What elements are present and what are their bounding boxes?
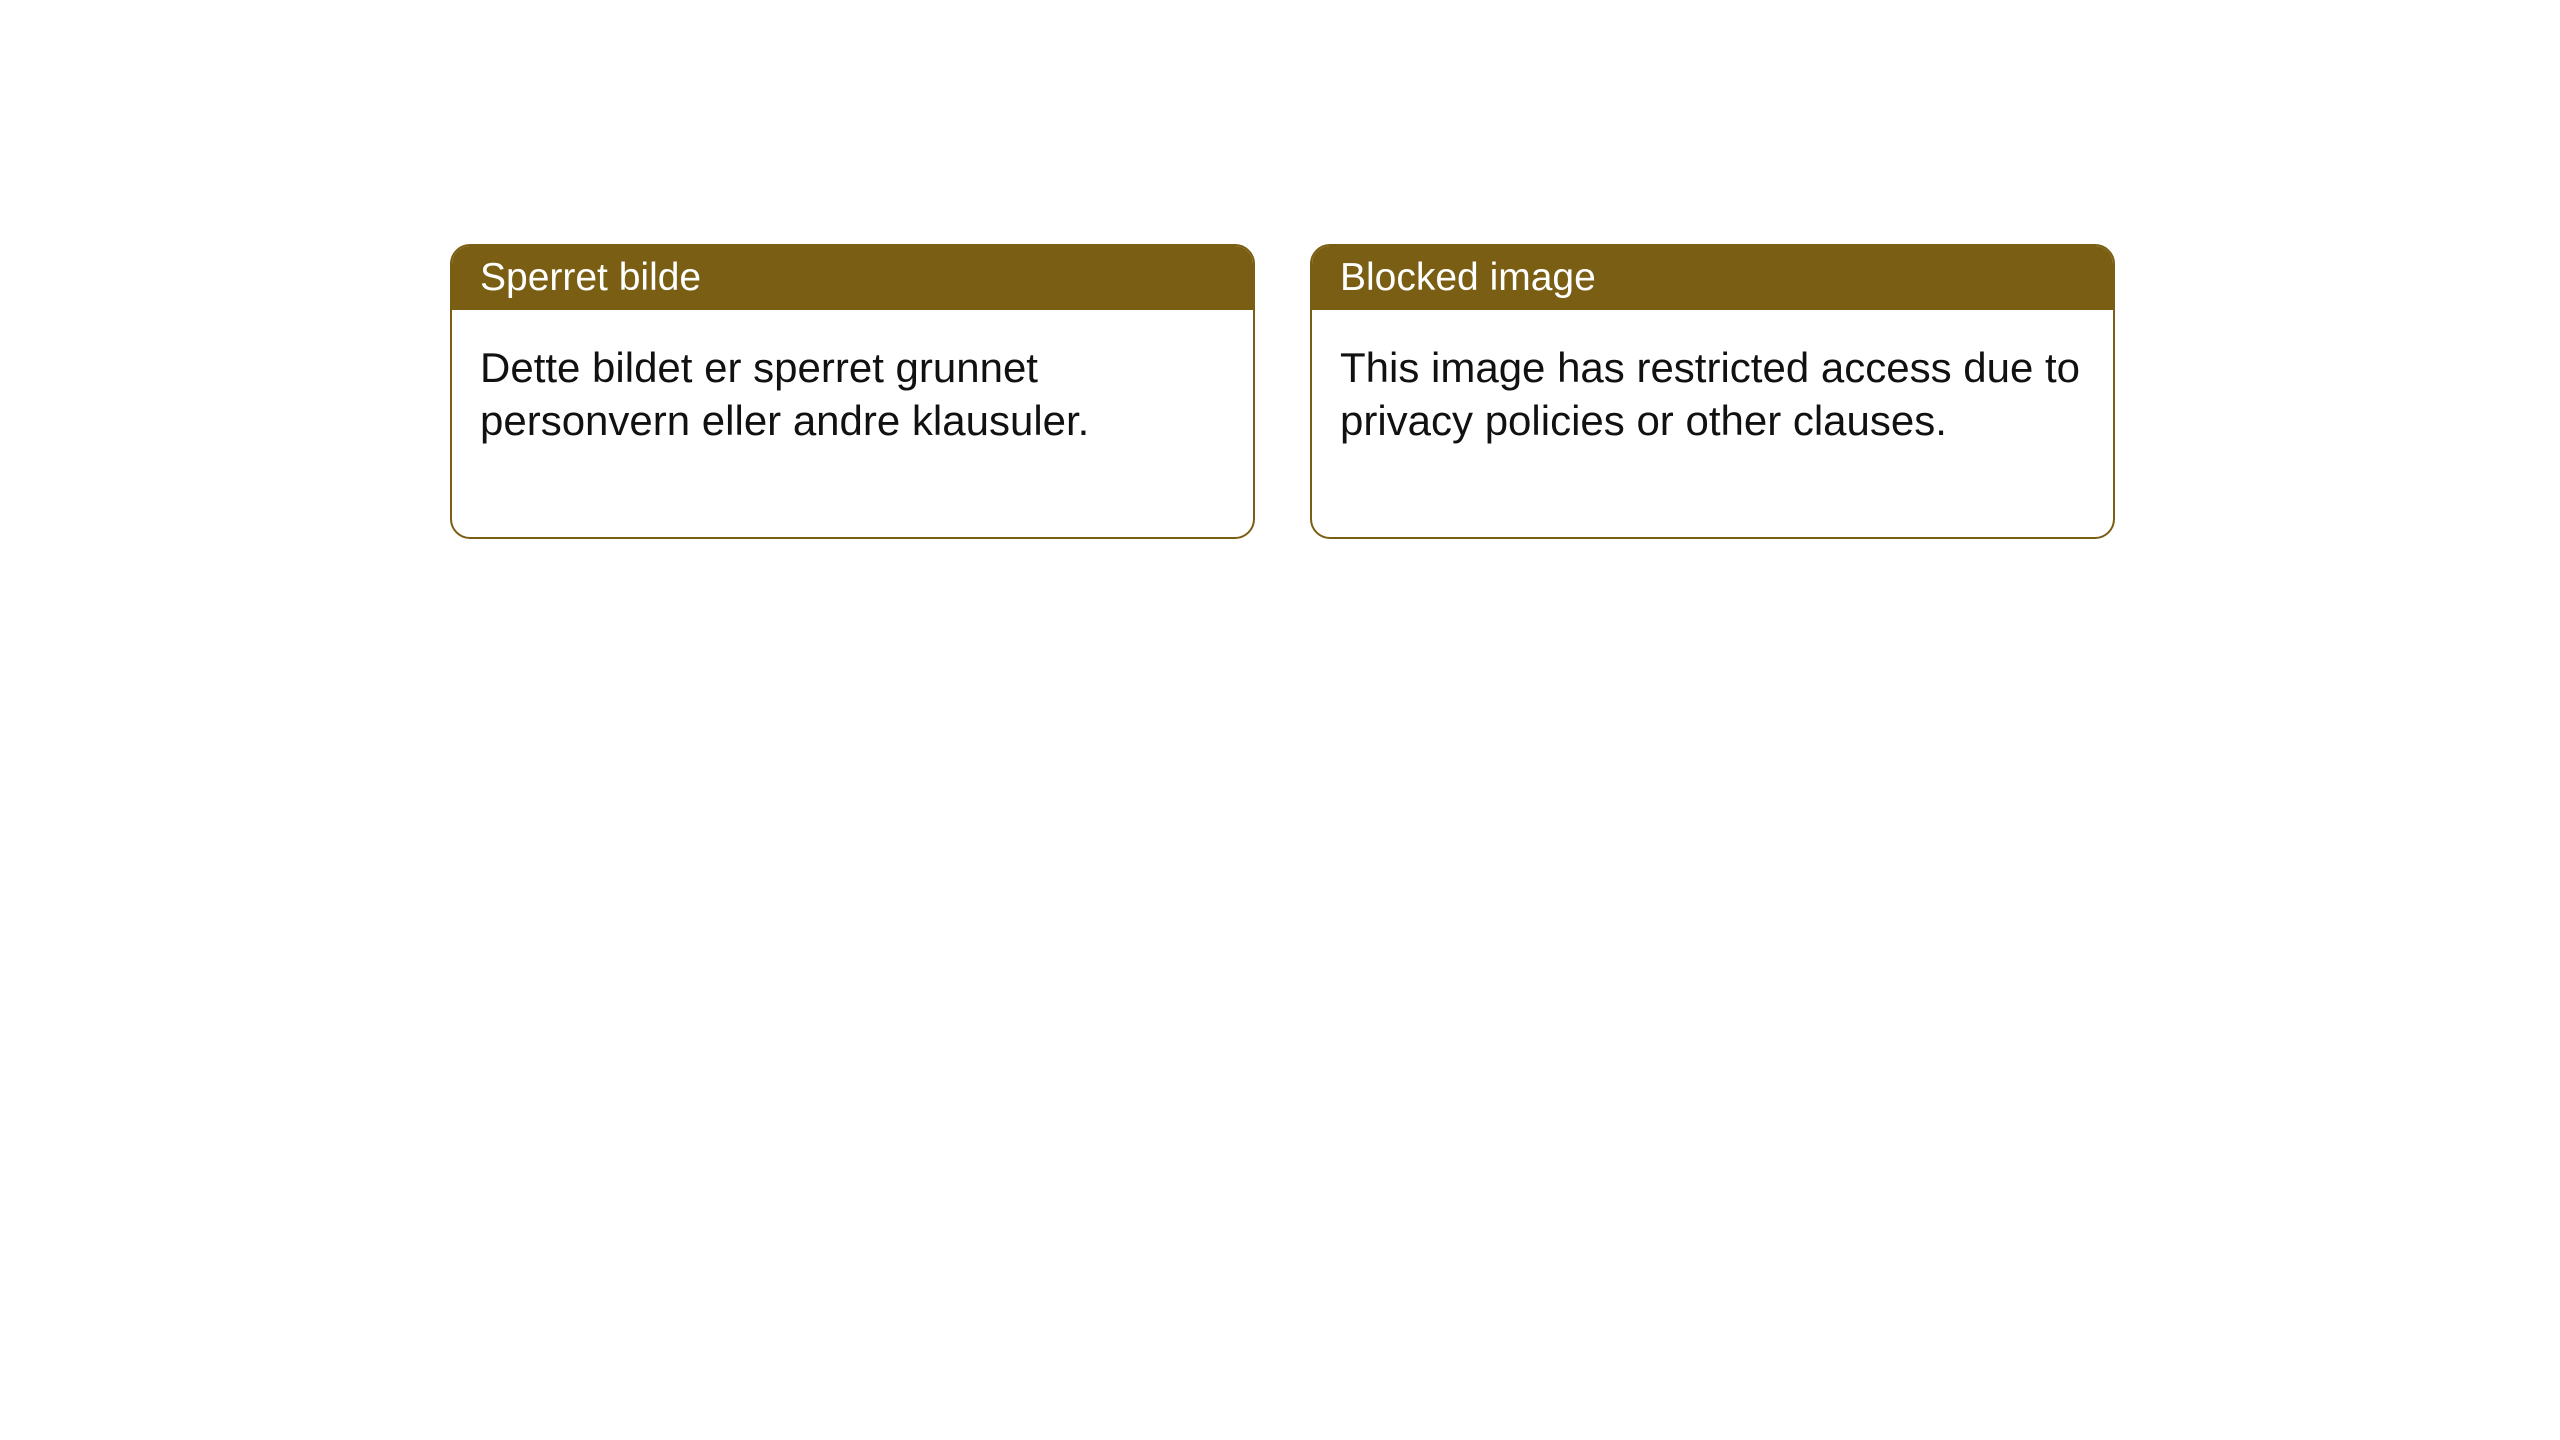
notice-cards-row: Sperret bilde Dette bildet er sperret gr… <box>450 244 2115 539</box>
notice-title: Blocked image <box>1312 246 2113 310</box>
notice-title: Sperret bilde <box>452 246 1253 310</box>
notice-card-english: Blocked image This image has restricted … <box>1310 244 2115 539</box>
notice-message: This image has restricted access due to … <box>1312 310 2113 537</box>
notice-card-norwegian: Sperret bilde Dette bildet er sperret gr… <box>450 244 1255 539</box>
notice-message: Dette bildet er sperret grunnet personve… <box>452 310 1253 537</box>
